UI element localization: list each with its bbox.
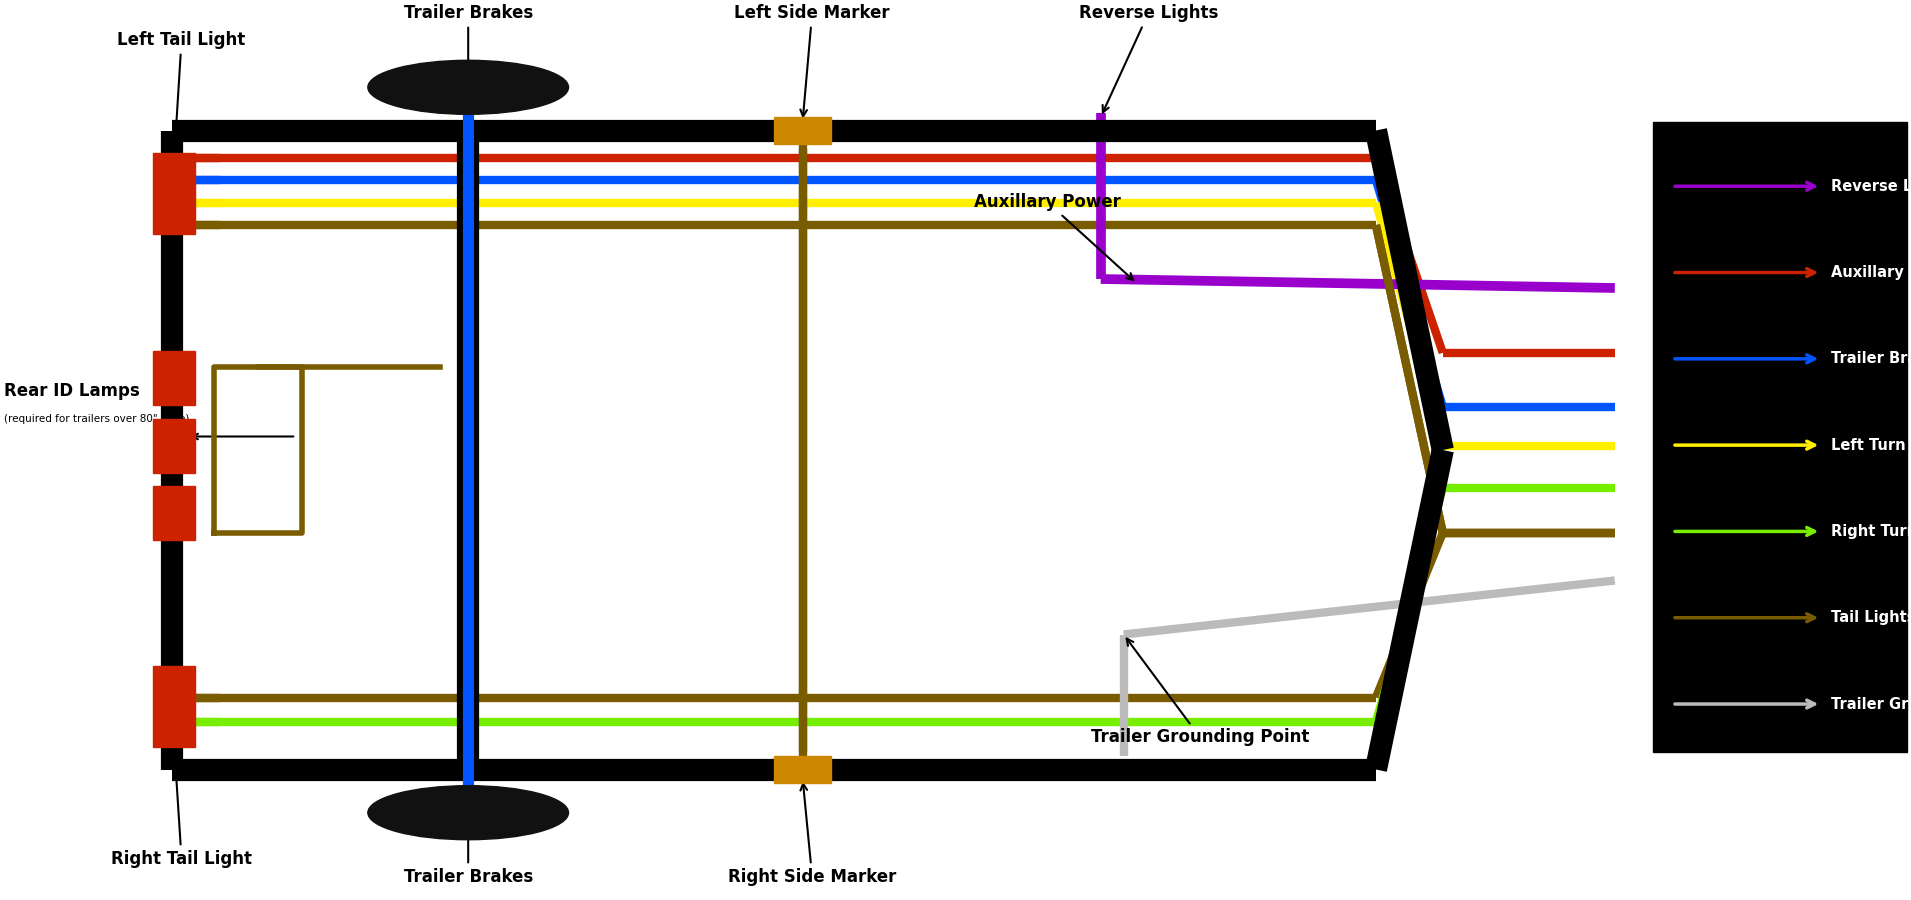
- Text: Left Side Marker: Left Side Marker: [734, 4, 891, 116]
- Text: Trailer Brakes: Trailer Brakes: [403, 4, 533, 85]
- Text: Tail Lights: Tail Lights: [1831, 610, 1911, 626]
- Text: (required for trailers over 80" wide): (required for trailers over 80" wide): [4, 414, 189, 424]
- Bar: [774, 756, 831, 783]
- Text: Trailer Ground: Trailer Ground: [1831, 697, 1911, 712]
- Text: Trailer Brake: Trailer Brake: [1831, 351, 1911, 366]
- Text: Auxillary Power: Auxillary Power: [1831, 265, 1911, 280]
- Bar: [153, 486, 195, 540]
- Bar: [1653, 122, 1907, 752]
- Text: Right Turn Signal: Right Turn Signal: [1831, 524, 1911, 539]
- Text: Reverse Lights: Reverse Lights: [1831, 179, 1911, 194]
- Ellipse shape: [367, 786, 569, 840]
- Bar: [153, 418, 195, 472]
- Text: Auxillary Power: Auxillary Power: [975, 193, 1133, 280]
- Bar: [153, 351, 195, 405]
- Bar: [153, 666, 195, 747]
- Text: Right Tail Light: Right Tail Light: [111, 716, 252, 868]
- Ellipse shape: [367, 60, 569, 114]
- Text: Trailer Brakes: Trailer Brakes: [403, 815, 533, 886]
- Bar: [153, 153, 195, 234]
- Text: Right Side Marker: Right Side Marker: [728, 784, 896, 886]
- Text: Reverse Lights: Reverse Lights: [1080, 4, 1217, 112]
- Text: Left Turn Signal: Left Turn Signal: [1831, 437, 1911, 453]
- Text: Rear ID Lamps: Rear ID Lamps: [4, 382, 140, 400]
- Bar: [774, 117, 831, 144]
- Text: Trailer Grounding Point: Trailer Grounding Point: [1091, 639, 1309, 746]
- Text: Left Tail Light: Left Tail Light: [117, 31, 247, 188]
